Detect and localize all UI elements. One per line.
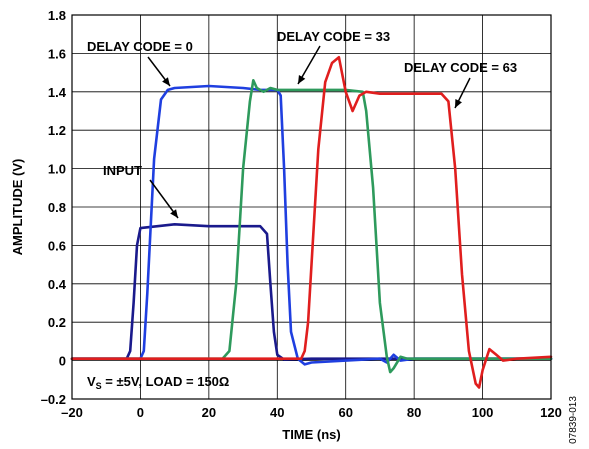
- plot-area: [71, 14, 552, 400]
- x-tick-label: 100: [472, 405, 494, 420]
- y-tick-labels: –0.2 0 0.2 0.4 0.6 0.8 1.0 1.2 1.4 1.6 1.8: [41, 8, 67, 407]
- y-tick-label: 0.4: [48, 277, 67, 292]
- y-tick-label: 0.8: [48, 200, 66, 215]
- series-line-input: [70, 223, 553, 361]
- figure-id: 07839-013: [568, 396, 579, 444]
- annotation-input: INPUT: [103, 163, 142, 178]
- y-tick-label: 0.6: [48, 238, 66, 253]
- series-lines: [70, 55, 553, 389]
- y-tick-label: 0.2: [48, 315, 66, 330]
- series-line-delay-code-63: [70, 55, 553, 389]
- x-tick-label: 80: [407, 405, 421, 420]
- y-tick-label: 0: [59, 354, 66, 369]
- x-tick-label: 40: [270, 405, 284, 420]
- arrow-delay-code-33: [297, 45, 321, 85]
- x-tick-label: 60: [338, 405, 352, 420]
- x-tick-label: 20: [202, 405, 216, 420]
- arrow-delay-code-63: [454, 77, 471, 109]
- x-axis-label: TIME (ns): [282, 427, 341, 442]
- conditions-label: VS = ±5V, LOAD = 150Ω: [87, 374, 229, 391]
- y-tick-label: 1.0: [48, 162, 66, 177]
- conditions-subscript: S: [96, 381, 102, 391]
- annotation-delay-code-33: DELAY CODE = 33: [277, 29, 390, 44]
- x-tick-label: –20: [61, 405, 83, 420]
- y-tick-label: –0.2: [41, 392, 66, 407]
- y-tick-label: 1.6: [48, 46, 66, 61]
- annotation-delay-code-63: DELAY CODE = 63: [404, 60, 517, 75]
- x-tick-label: 0: [137, 405, 144, 420]
- y-tick-label: 1.8: [48, 8, 66, 23]
- arrow-delay-code-0: [147, 56, 171, 87]
- y-tick-label: 1.2: [48, 123, 66, 138]
- conditions-suffix: = ±5V, LOAD = 150Ω: [102, 374, 230, 389]
- annotation-arrows: [147, 45, 471, 219]
- series-line-delay-code-33: [70, 79, 553, 374]
- annotations: DELAY CODE = 0 DELAY CODE = 33 DELAY COD…: [87, 29, 517, 219]
- series-line-delay-code-0: [70, 84, 553, 366]
- arrow-input: [149, 179, 179, 219]
- y-axis-label: AMPLITUDE (V): [10, 159, 25, 256]
- annotation-delay-code-0: DELAY CODE = 0: [87, 39, 193, 54]
- y-tick-label: 1.4: [48, 85, 67, 100]
- x-tick-labels: –20 0 20 40 60 80 100 120: [61, 405, 562, 420]
- x-tick-label: 120: [540, 405, 562, 420]
- conditions-prefix: V: [87, 374, 96, 389]
